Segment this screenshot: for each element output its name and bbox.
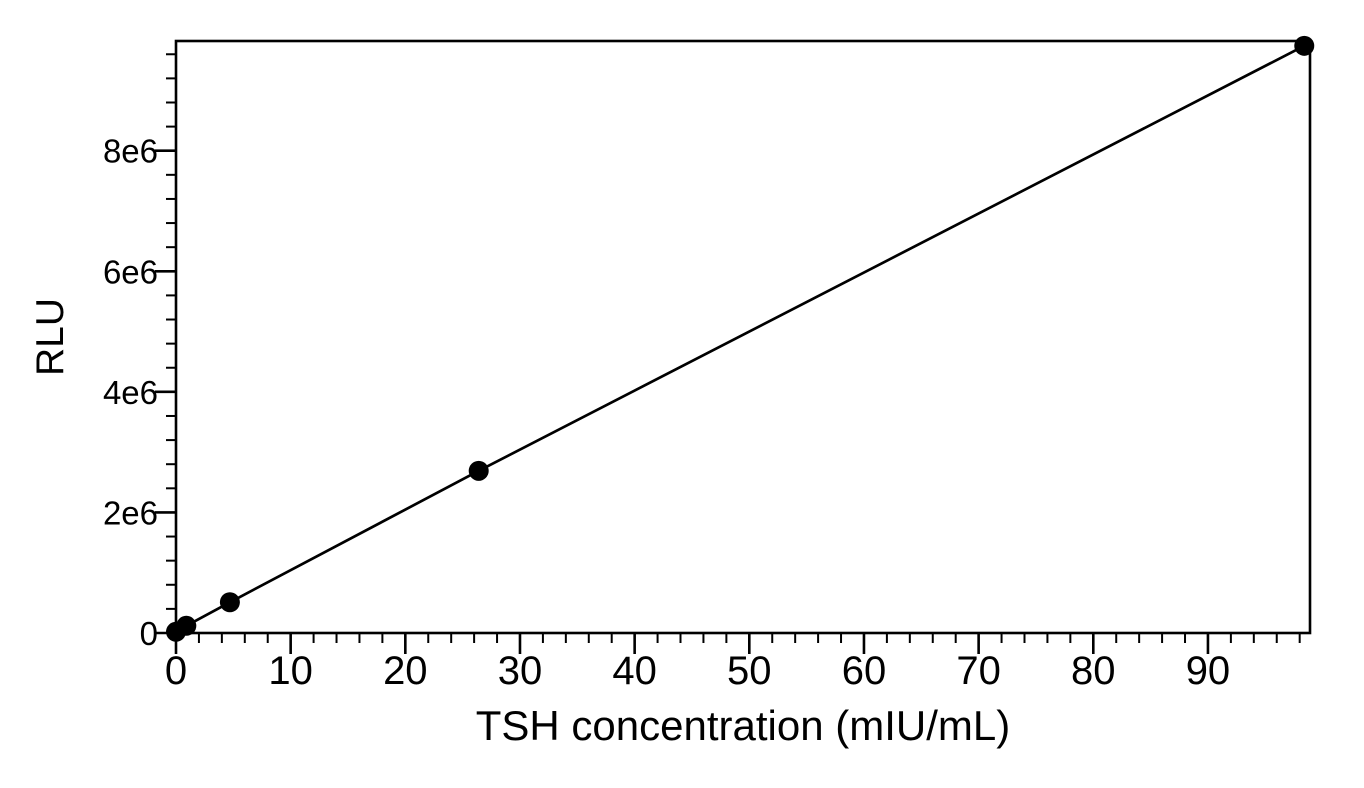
x-tick-label: 20 [383,649,428,693]
data-points [166,35,1315,642]
data-series [166,35,1315,642]
data-point [468,460,489,481]
x-tick-label: 50 [727,649,772,693]
x-tick-labels: 0 10 20 30 40 50 60 70 80 90 [165,649,1230,693]
y-axis: 0 2e6 4e6 6e6 8e6 [103,53,176,652]
plot-frame [174,39,1312,635]
y-tick-label: 2e6 [103,494,158,531]
x-tick-label: 10 [268,649,313,693]
x-tick-label: 40 [612,649,657,693]
x-tick-label: 80 [1071,649,1116,693]
x-tick-label: 0 [165,649,187,693]
data-point [1294,35,1315,56]
y-tick-label: 4e6 [103,374,158,411]
y-tick-labels: 0 2e6 4e6 6e6 8e6 [103,133,158,652]
x-axis-title: TSH concentration (mIU/mL) [476,702,1010,749]
x-major-ticks [174,633,1210,654]
y-tick-label: 8e6 [103,133,158,170]
x-tick-label: 90 [1186,649,1231,693]
data-point [219,592,240,613]
x-tick-label: 60 [842,649,887,693]
y-tick-label: 6e6 [103,253,158,290]
y-tick-label: 0 [140,615,158,652]
x-tick-label: 70 [956,649,1001,693]
x-tick-label: 30 [498,649,543,693]
y-axis-title: RLU [29,298,72,376]
y-minor-ticks [166,53,176,610]
x-axis: 0 10 20 30 40 50 60 70 80 90 [165,633,1301,693]
x-minor-ticks [197,633,1301,643]
data-point [176,615,197,636]
